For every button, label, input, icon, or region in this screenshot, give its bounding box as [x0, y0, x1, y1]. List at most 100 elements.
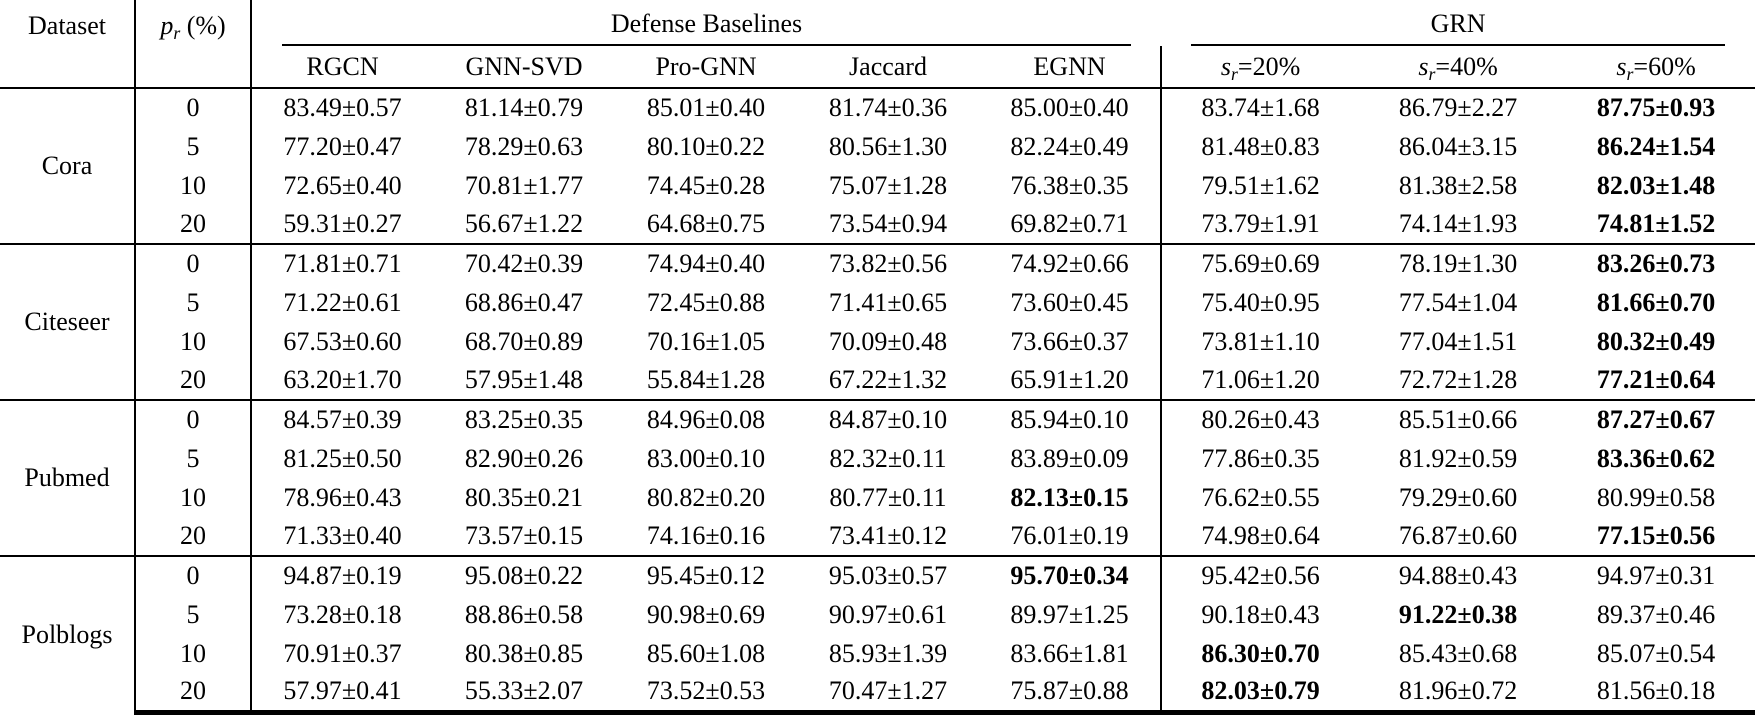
- result-cell: 94.87±0.19: [251, 555, 433, 595]
- result-cell: 71.06±1.20: [1201, 365, 1320, 394]
- sr-suffix: =40%: [1435, 51, 1498, 81]
- result-cell: 83.26±0.73: [1557, 243, 1755, 283]
- result-cell: 89.97±1.25: [979, 595, 1163, 634]
- result-cell: 73.81±1.10: [1201, 326, 1320, 356]
- result-cell: 80.77±0.11: [829, 482, 947, 512]
- result-cell: 75.07±1.28: [828, 170, 948, 200]
- pr-value: 20: [135, 673, 252, 715]
- grn-label: GRN: [1191, 11, 1726, 46]
- pr-value: 0: [135, 555, 252, 595]
- result-cell: 64.68±0.75: [646, 209, 766, 238]
- result-cell: 67.53±0.60: [283, 326, 402, 356]
- result-cell: 75.87±0.88: [979, 673, 1163, 715]
- result-cell: 74.81±1.52: [1596, 209, 1716, 238]
- result-cell: 74.98±0.64: [1201, 521, 1320, 550]
- result-cell: 73.66±0.37: [979, 322, 1163, 361]
- pr-value: 5: [135, 595, 252, 634]
- pr-sub: r: [173, 22, 181, 43]
- result-cell: 85.60±1.08: [646, 638, 766, 668]
- result-cell: 68.70±0.89: [464, 326, 584, 356]
- result-cell: 85.07±0.54: [1596, 638, 1716, 668]
- result-cell: 91.22±0.38: [1398, 599, 1518, 629]
- result-cell: 95.45±0.12: [615, 555, 797, 595]
- column-header-egnn: EGNN: [979, 46, 1163, 89]
- result-cell: 80.82±0.20: [646, 482, 766, 512]
- column-header-jaccard: Jaccard: [797, 46, 979, 89]
- dataset-label-polblogs: Polblogs: [0, 555, 136, 712]
- result-cell: 70.09±0.48: [828, 326, 948, 356]
- result-cell: 86.24±1.54: [1596, 131, 1716, 161]
- result-cell: 65.91±1.20: [979, 361, 1163, 400]
- result-cell: 90.97±0.61: [828, 599, 948, 629]
- result-cell: 82.03±1.48: [1596, 170, 1716, 200]
- result-cell: 63.20±1.70: [283, 365, 402, 394]
- result-cell: 68.86±0.47: [464, 287, 584, 317]
- result-cell: 73.79±1.91: [1201, 209, 1320, 238]
- column-header-dataset: Dataset: [0, 0, 136, 89]
- result-cell: 90.98±0.69: [646, 599, 766, 629]
- dataset-header-label: Dataset: [28, 11, 106, 40]
- dataset-label-pubmed: Pubmed: [0, 399, 136, 556]
- result-cell: 77.21±0.64: [1596, 365, 1716, 394]
- result-cell: 74.16±0.16: [646, 521, 766, 550]
- result-cell: 72.45±0.88: [646, 287, 766, 317]
- result-cell: 85.51±0.66: [1359, 399, 1558, 439]
- result-cell: 80.26±0.43: [1161, 399, 1360, 439]
- result-cell: 85.43±0.68: [1398, 638, 1518, 668]
- sr-sub: r: [1626, 63, 1634, 84]
- result-cell: 75.69±0.69: [1161, 243, 1360, 283]
- pr-value: 10: [135, 166, 252, 205]
- pr-value: 10: [135, 478, 252, 517]
- result-cell: 67.22±1.32: [828, 365, 948, 394]
- result-cell: 73.52±0.53: [615, 673, 797, 715]
- result-cell: 81.56±0.18: [1557, 673, 1755, 715]
- result-cell: 73.60±0.45: [979, 283, 1163, 322]
- result-cell: 82.03±0.79: [1161, 673, 1360, 715]
- result-cell: 89.37±0.46: [1596, 599, 1716, 629]
- result-cell: 73.82±0.56: [797, 243, 979, 283]
- result-cell: 77.86±0.35: [1201, 443, 1320, 473]
- result-cell: 78.19±1.30: [1359, 243, 1558, 283]
- result-cell: 56.67±1.22: [464, 209, 584, 238]
- result-cell: 85.01±0.40: [646, 93, 766, 122]
- result-cell: 80.99±0.58: [1596, 482, 1716, 512]
- result-cell: 84.57±0.39: [251, 399, 433, 439]
- result-cell: 71.22±0.61: [283, 287, 402, 317]
- result-cell: 73.41±0.12: [828, 521, 948, 550]
- result-cell: 85.00±0.40: [979, 88, 1163, 127]
- sr-var: s: [1220, 51, 1232, 81]
- pr-value: 10: [135, 322, 252, 361]
- result-cell: 55.33±2.07: [433, 673, 615, 715]
- result-cell: 73.57±0.15: [464, 521, 584, 550]
- result-cell: 77.15±0.56: [1596, 521, 1716, 550]
- pr-suffix: (%): [180, 11, 226, 40]
- result-cell: 70.91±0.37: [283, 638, 402, 668]
- result-cell: 70.42±0.39: [433, 243, 615, 283]
- result-cell: 95.03±0.57: [797, 555, 979, 595]
- result-cell: 82.32±0.11: [829, 443, 947, 473]
- column-header-pro-gnn: Pro-GNN: [615, 46, 797, 89]
- pr-var: p: [160, 11, 174, 40]
- sr-suffix: =60%: [1633, 51, 1696, 81]
- result-cell: 81.96±0.72: [1359, 673, 1558, 715]
- result-cell: 83.00±0.10: [646, 443, 766, 473]
- pr-value: 5: [135, 439, 252, 478]
- result-cell: 86.30±0.70: [1201, 638, 1320, 668]
- result-cell: 87.27±0.67: [1557, 399, 1755, 439]
- result-cell: 77.20±0.47: [283, 131, 402, 161]
- result-cell: 85.93±1.39: [828, 638, 948, 668]
- group-header-defense-baselines: Defense Baselines: [251, 0, 1161, 46]
- sr-sub: r: [1428, 63, 1436, 84]
- result-cell: 73.54±0.94: [828, 209, 948, 238]
- pr-value: 5: [135, 127, 252, 166]
- result-cell: 95.08±0.22: [433, 555, 615, 595]
- pr-value: 10: [135, 634, 252, 673]
- result-cell: 75.40±0.95: [1201, 287, 1320, 317]
- defense-baselines-label: Defense Baselines: [282, 11, 1132, 46]
- result-cell: 83.74±1.68: [1201, 93, 1320, 122]
- result-cell: 81.74±0.36: [828, 93, 948, 122]
- result-cell: 79.51±1.62: [1201, 170, 1320, 200]
- result-cell: 57.97±0.41: [251, 673, 433, 715]
